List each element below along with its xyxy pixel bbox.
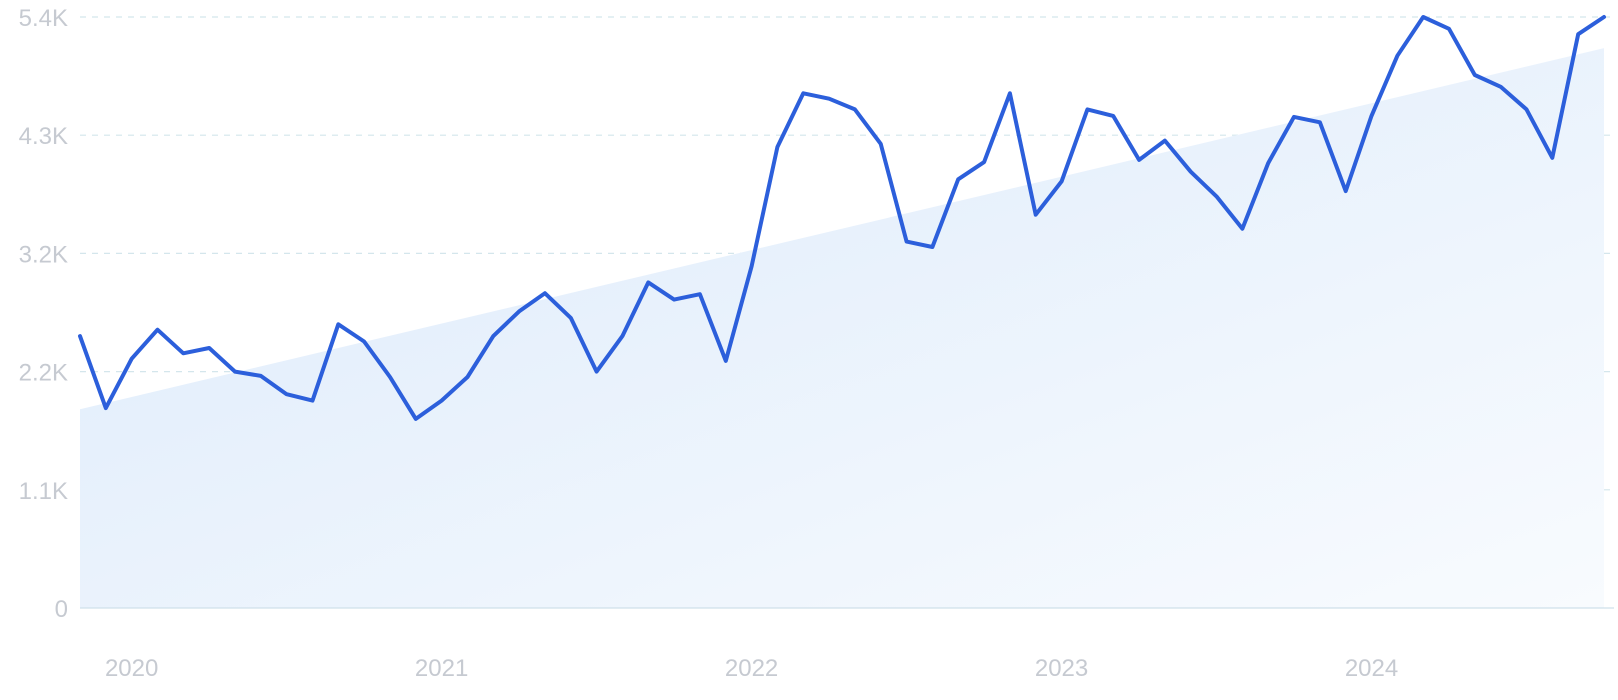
data-point — [1060, 179, 1064, 183]
data-point — [78, 334, 82, 338]
data-point — [1499, 85, 1503, 89]
data-point — [930, 245, 934, 249]
data-point — [956, 177, 960, 181]
data-point — [311, 399, 315, 403]
data-point — [620, 334, 624, 338]
x-tick-label: 2024 — [1345, 655, 1398, 682]
data-point — [259, 374, 263, 378]
y-tick-label: 2.2K — [19, 360, 68, 387]
data-point — [130, 357, 134, 361]
data-point — [1525, 107, 1529, 111]
data-point — [1292, 115, 1296, 119]
data-point — [1344, 189, 1348, 193]
y-tick-label: 5.4K — [19, 5, 68, 32]
data-point — [595, 370, 599, 374]
data-point — [362, 340, 366, 344]
data-point — [1266, 161, 1270, 165]
data-point — [517, 309, 521, 313]
data-point — [905, 240, 909, 244]
data-point — [1576, 32, 1580, 36]
data-point — [982, 160, 986, 164]
data-point — [1473, 73, 1477, 77]
data-point — [1008, 91, 1012, 95]
y-axis-ticks: 0 1.1K 2.2K 3.2K 4.3K 5.4K — [19, 5, 68, 623]
data-point — [1189, 170, 1193, 174]
data-point — [1240, 227, 1244, 231]
trend-area — [80, 48, 1604, 609]
x-tick-label: 2023 — [1035, 655, 1088, 682]
data-point — [1318, 120, 1322, 124]
series-line — [78, 15, 1606, 421]
data-point — [569, 316, 573, 320]
data-point — [827, 97, 831, 101]
data-point — [1137, 158, 1141, 162]
data-point — [1370, 114, 1374, 118]
data-point — [1215, 194, 1219, 198]
data-point — [1034, 213, 1038, 217]
data-point — [491, 334, 495, 338]
data-point — [1163, 139, 1167, 143]
data-point — [466, 375, 470, 379]
data-point — [1602, 15, 1606, 19]
data-point — [1111, 114, 1115, 118]
data-point — [672, 298, 676, 302]
data-point — [1447, 27, 1451, 31]
data-point — [1550, 156, 1554, 160]
data-point — [181, 351, 185, 355]
data-point — [750, 264, 754, 268]
data-point — [698, 292, 702, 296]
data-point — [104, 406, 108, 410]
data-point — [233, 370, 237, 374]
data-point — [207, 346, 211, 350]
x-axis-ticks: 2020 2021 2022 2023 2024 — [105, 655, 1398, 682]
data-point — [1085, 107, 1089, 111]
data-point — [336, 322, 340, 326]
x-tick-label: 2022 — [725, 655, 778, 682]
data-point — [646, 280, 650, 284]
y-tick-label: 4.3K — [19, 123, 68, 150]
data-point — [1421, 15, 1425, 19]
data-point — [1395, 54, 1399, 58]
data-point — [775, 145, 779, 149]
y-tick-label: 3.2K — [19, 241, 68, 268]
data-point — [543, 291, 547, 295]
x-tick-label: 2020 — [105, 655, 158, 682]
data-point — [388, 375, 392, 379]
data-point — [285, 392, 289, 396]
data-point — [440, 399, 444, 403]
data-point — [853, 107, 857, 111]
data-point — [879, 142, 883, 146]
x-tick-label: 2021 — [415, 655, 468, 682]
data-point — [156, 328, 160, 332]
data-point — [801, 91, 805, 95]
data-point — [414, 417, 418, 421]
y-tick-label: 1.1K — [19, 478, 68, 505]
data-point — [724, 359, 728, 363]
y-tick-label: 0 — [55, 596, 68, 623]
